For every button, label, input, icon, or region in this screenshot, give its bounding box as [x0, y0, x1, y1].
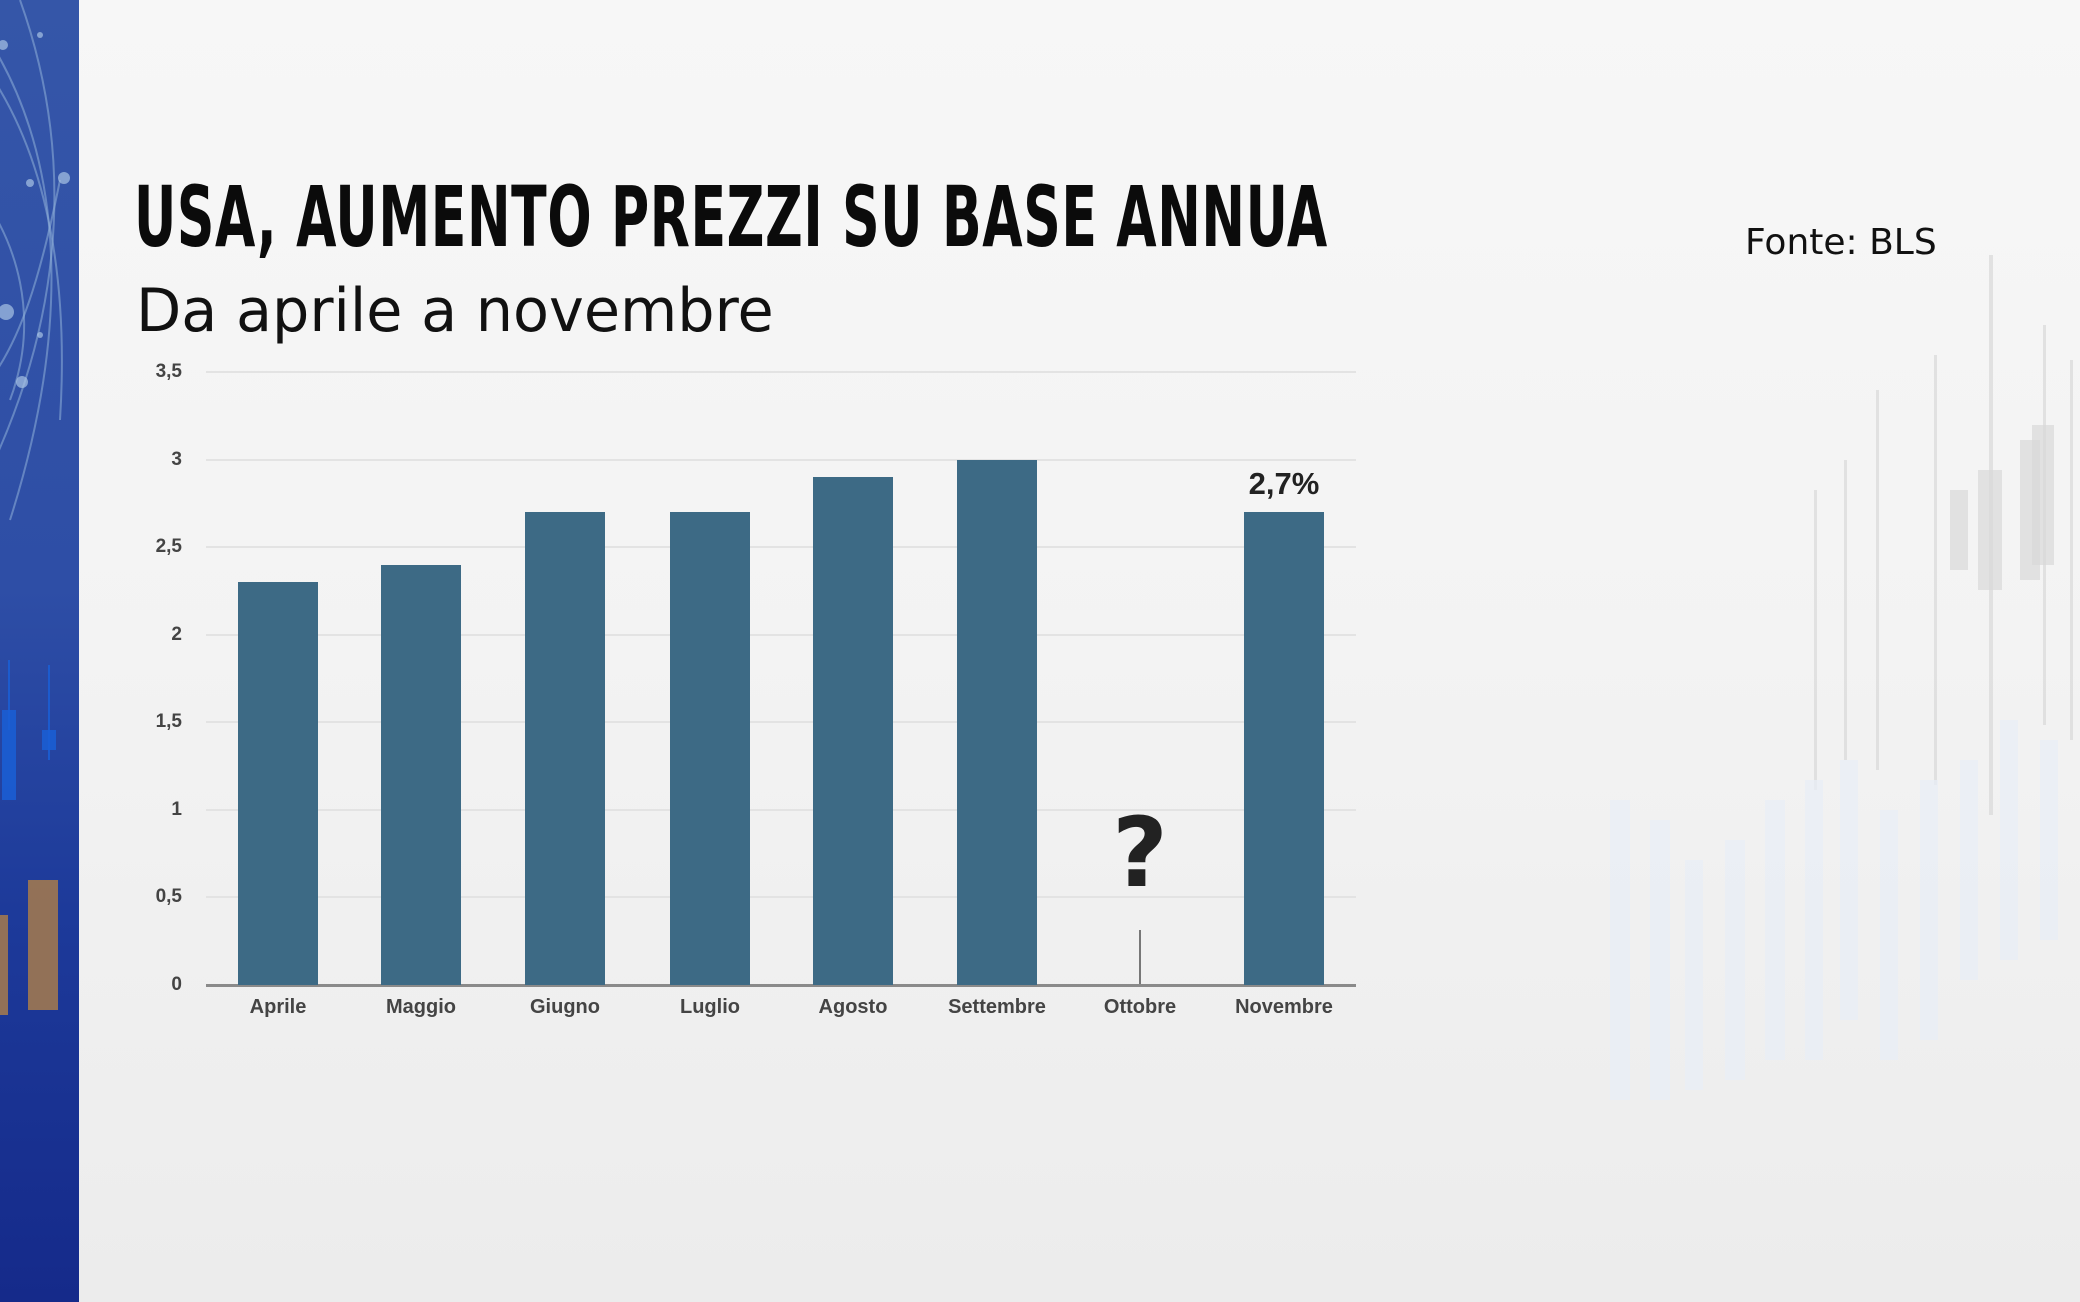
bar-maggio	[381, 564, 461, 985]
bar-settembre	[957, 459, 1037, 985]
gridline	[206, 458, 1356, 461]
data-label: 2,7%	[1248, 466, 1320, 501]
x-axis-label: Giugno	[530, 996, 600, 1018]
gridline	[206, 633, 1356, 636]
page-subtitle: Da aprile a novembre	[136, 276, 774, 346]
network-globe-decoration-icon	[0, 0, 70, 1015]
y-axis-tick-label: 2	[171, 623, 182, 645]
y-axis-tick-label: 1	[171, 798, 182, 820]
x-axis-label: Maggio	[386, 996, 456, 1018]
bar-aprile	[238, 582, 318, 985]
annotation-pointer-line	[1139, 930, 1141, 984]
page-title: USA, AUMENTO PREZZI SU BASE ANNUA	[134, 168, 1328, 266]
bar-luglio	[670, 512, 750, 985]
x-axis-label: Settembre	[948, 996, 1046, 1018]
x-axis-label: Novembre	[1235, 996, 1333, 1018]
y-axis-tick-label: 3	[171, 448, 182, 470]
background-candlestick-decoration-icon	[1610, 255, 2073, 1100]
gridline	[206, 371, 1356, 373]
y-axis-tick-label: 1,5	[155, 711, 182, 733]
bar-novembre	[1244, 512, 1324, 985]
x-axis-label: Aprile	[249, 996, 307, 1018]
gridline	[206, 808, 1356, 811]
y-axis-tick-label: 3,5	[155, 361, 182, 382]
x-axis-line	[206, 984, 1356, 987]
left-decorative-sidebar	[0, 0, 79, 1302]
bar-giugno	[525, 512, 605, 985]
unknown-value-annotation: ?	[1112, 797, 1168, 909]
bar-agosto	[813, 477, 893, 985]
y-axis-tick-label: 0,5	[155, 886, 182, 908]
y-axis-tick-label: 0	[171, 974, 182, 995]
gridline	[206, 546, 1356, 549]
x-axis-label: Agosto	[818, 996, 888, 1018]
x-axis-label: Ottobre	[1103, 996, 1177, 1018]
y-axis-tick-label: 2,5	[155, 536, 182, 558]
gridline	[206, 721, 1356, 724]
x-axis-label: Luglio	[680, 996, 740, 1018]
source-label: Fonte: BLS	[1745, 222, 1937, 263]
gridline	[206, 896, 1356, 899]
